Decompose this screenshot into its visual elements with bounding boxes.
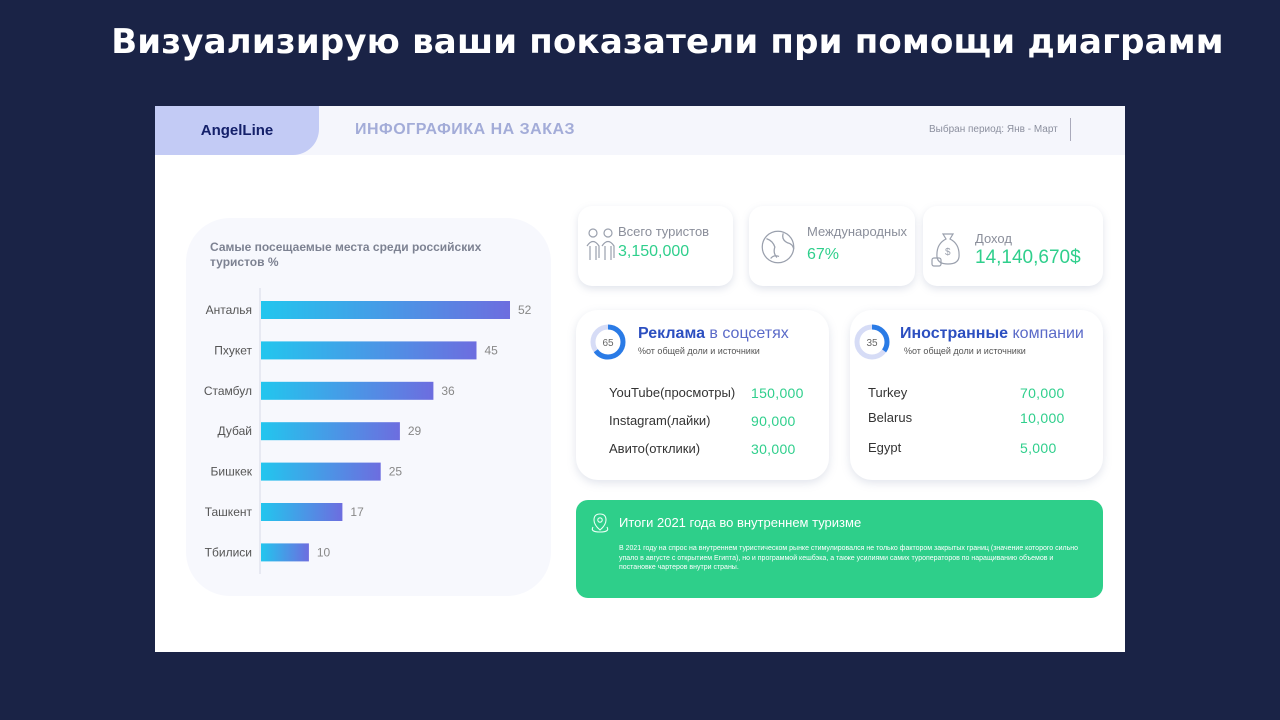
period-selector[interactable]: Выбран период: Янв - Март	[929, 124, 1058, 135]
category-label: Тбилиси	[205, 545, 252, 559]
stat-value: 14,140,670$	[975, 247, 1081, 268]
foreign-companies-card[interactable]: 35 Иностранные компании %от общей доли и…	[850, 310, 1103, 480]
stat-value: 3,150,000	[618, 243, 690, 260]
headline: Визуализирую ваши показатели при помощи …	[111, 22, 1224, 62]
bar[interactable]	[261, 301, 510, 319]
bar-chart-panel: Самые посещаемые места среди российских …	[186, 218, 551, 596]
bar[interactable]	[261, 503, 343, 521]
list-item: Авито(отклики) 30,000	[609, 441, 796, 457]
stat-label: Доход	[975, 231, 1012, 246]
list-item: Egypt 5,000	[868, 440, 1057, 456]
stat-card-income[interactable]: $ Доход 14,140,670$	[923, 206, 1103, 286]
bar[interactable]	[261, 422, 400, 441]
brand-logo[interactable]: AngelLine	[155, 106, 319, 155]
divider	[1070, 118, 1071, 141]
stat-value: 67%	[807, 246, 840, 263]
dashboard-slide: AngelLine ИНФОГРАФИКА НА ЗАКАЗ Выбран пе…	[155, 106, 1125, 652]
list-item: Belarus 10,000	[868, 410, 1065, 426]
foreign-title: Иностранные компании	[900, 325, 1084, 342]
category-label: Стамбул	[204, 384, 252, 398]
category-label: Бишкек	[210, 465, 252, 479]
summary-text: В 2021 году на спрос на внутреннем турис…	[619, 545, 1079, 571]
list-item: Instagram(лайки) 90,000	[609, 413, 796, 429]
summary-banner: Итоги 2021 года во внутреннем туризме В …	[576, 500, 1103, 598]
bar-chart: Анталья 52 Пхукет 45 Стамбул 36 Дубай 29 Бишкек 2…	[204, 288, 532, 574]
globe-icon	[761, 230, 795, 264]
value-label: 45	[484, 343, 498, 357]
bar[interactable]	[261, 462, 381, 481]
ads-title: Реклама в соцсетях	[638, 325, 789, 342]
category-label: Дубай	[218, 424, 253, 438]
value-label: 29	[408, 424, 422, 438]
svg-text:35: 35	[866, 338, 878, 349]
value-label: 25	[389, 465, 403, 479]
foreign-subtitle: %от общей доли и источники	[904, 346, 1026, 356]
tourists-icon	[586, 228, 615, 260]
period-label: Выбран период:	[929, 124, 1005, 135]
chart-title: Самые посещаемые места среди российских …	[210, 240, 482, 269]
svg-text:65: 65	[602, 338, 614, 349]
stat-label: Международных	[807, 224, 908, 239]
stat-card-tourists[interactable]: Всего туристов 3,150,000	[578, 206, 733, 286]
category-label: Ташкент	[205, 505, 253, 519]
list-item: Turkey 70,000	[868, 385, 1065, 401]
category-label: Анталья	[206, 303, 252, 317]
bar[interactable]	[261, 381, 434, 400]
value-label: 10	[317, 545, 331, 559]
period-value[interactable]: Янв - Март	[1006, 124, 1058, 135]
category-label: Пхукет	[214, 343, 252, 357]
list-item: YouTube(просмотры) 150,000	[609, 385, 804, 401]
svg-text:$: $	[945, 247, 951, 258]
top-bar: AngelLine ИНФОГРАФИКА НА ЗАКАЗ Выбран пе…	[155, 106, 1125, 155]
stat-label: Всего туристов	[618, 224, 710, 239]
ads-subtitle: %от общей доли и источники	[638, 346, 760, 356]
value-label: 17	[350, 505, 364, 519]
bar[interactable]	[261, 543, 309, 562]
foreign-donut-chart: 35	[854, 324, 890, 360]
ads-card[interactable]: 65 Реклама в соцсетях %от общей доли и и…	[576, 310, 829, 480]
summary-title: Итоги 2021 года во внутреннем туризме	[619, 515, 862, 530]
ads-donut-chart: 65	[590, 324, 626, 360]
money-bag-icon: $	[931, 233, 960, 267]
value-label: 52	[518, 303, 532, 317]
value-label: 36	[441, 384, 455, 398]
stat-card-international[interactable]: Международных 67%	[749, 206, 915, 286]
app-title: ИНФОГРАФИКА НА ЗАКАЗ	[355, 121, 576, 138]
bar[interactable]	[261, 341, 477, 360]
location-pin-icon	[591, 513, 609, 533]
